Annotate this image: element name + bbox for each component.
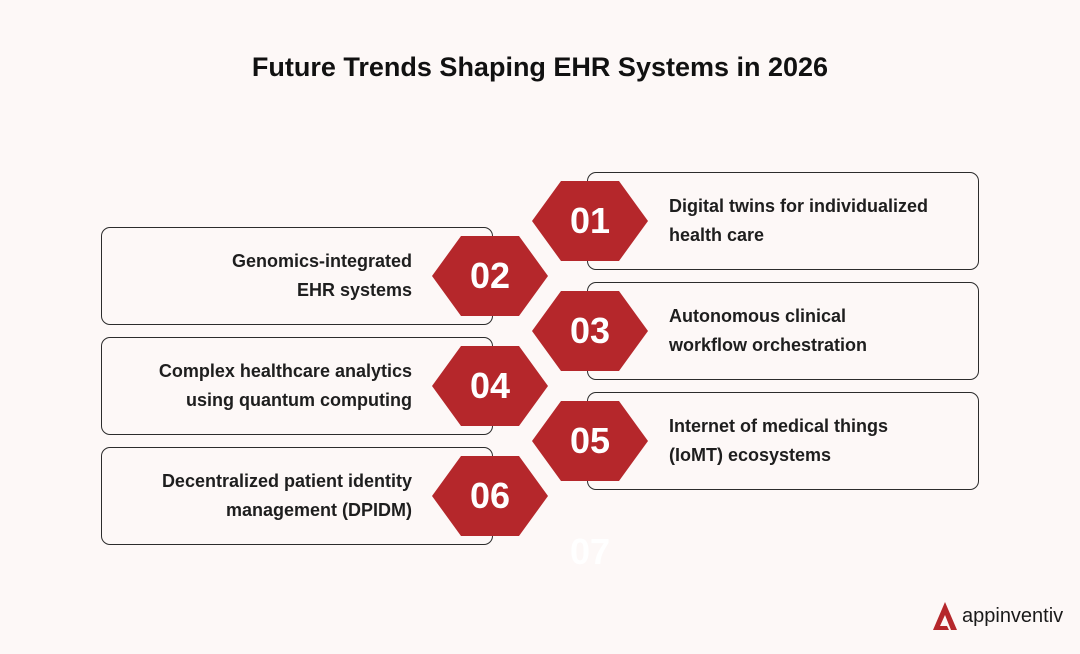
faded-number-07: 07 (569, 531, 611, 572)
trend-text-06: Decentralized patient identity managemen… (161, 471, 412, 520)
trend-card-01: Digital twins for individualized health … (587, 172, 979, 270)
trend-text-04: Complex healthcare analytics using quant… (158, 361, 412, 410)
trend-card-05: Internet of medical things (IoMT) ecosys… (587, 392, 979, 490)
trend-text-05: Internet of medical things (IoMT) ecosys… (669, 416, 889, 465)
appinventiv-logo-icon (933, 602, 957, 630)
trend-card-03: Autonomous clinical workflow orchestrati… (587, 282, 979, 380)
trend-text-02: Genomics-integrated EHR systems (231, 251, 412, 300)
page-title: Future Trends Shaping EHR Systems in 202… (251, 52, 829, 82)
brand-logo: appinventiv (932, 600, 1063, 632)
trend-text-01: Digital twins for individualized health … (669, 196, 929, 245)
brand-name: appinventiv (962, 604, 1064, 627)
trend-card-06: Decentralized patient identity managemen… (101, 447, 493, 545)
trend-card-02: Genomics-integrated EHR systems (101, 227, 493, 325)
trend-card-04: Complex healthcare analytics using quant… (101, 337, 493, 435)
trend-text-03: Autonomous clinical workflow orchestrati… (669, 306, 868, 355)
